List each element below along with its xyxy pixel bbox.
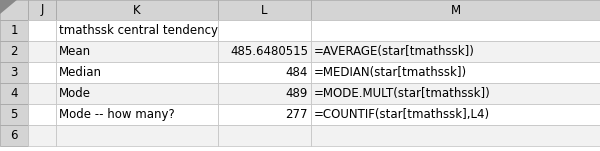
Bar (56, 20, 218, 41)
Text: Mode: Mode (59, 87, 91, 100)
Bar (311, 41, 600, 62)
Bar (0, 20, 28, 41)
Text: 6: 6 (10, 129, 18, 142)
Bar (28, 125, 56, 146)
Bar (56, 104, 218, 125)
Text: =MODE.MULT(star[tmathssk]): =MODE.MULT(star[tmathssk]) (314, 87, 491, 100)
Text: 3: 3 (10, 66, 17, 79)
Bar (311, 0, 600, 20)
Bar (311, 104, 600, 125)
Bar (311, 83, 600, 104)
Bar (28, 83, 56, 104)
Polygon shape (0, 0, 17, 14)
Bar (218, 0, 311, 20)
Text: 485.6480515: 485.6480515 (230, 45, 308, 58)
Text: tmathssk central tendency: tmathssk central tendency (59, 24, 218, 37)
Text: Mean: Mean (59, 45, 91, 58)
Bar (56, 41, 218, 62)
Bar (0, 0, 28, 20)
Bar (311, 125, 600, 146)
Bar (56, 125, 218, 146)
Text: 2: 2 (10, 45, 18, 58)
Bar (218, 104, 311, 125)
Text: 484: 484 (286, 66, 308, 79)
Text: =AVERAGE(star[tmathssk]): =AVERAGE(star[tmathssk]) (314, 45, 475, 58)
Bar (28, 62, 56, 83)
Text: M: M (451, 3, 461, 16)
Bar (28, 104, 56, 125)
Text: J: J (40, 3, 44, 16)
Bar (311, 62, 600, 83)
Text: =MEDIAN(star[tmathssk]): =MEDIAN(star[tmathssk]) (314, 66, 467, 79)
Bar (56, 62, 218, 83)
Text: 5: 5 (10, 108, 17, 121)
Text: L: L (261, 3, 268, 16)
Text: Mode -- how many?: Mode -- how many? (59, 108, 175, 121)
Bar (56, 0, 218, 20)
Bar (0, 41, 28, 62)
Text: 489: 489 (286, 87, 308, 100)
Bar (0, 83, 28, 104)
Bar (218, 41, 311, 62)
Bar (56, 83, 218, 104)
Bar (28, 41, 56, 62)
Bar (218, 83, 311, 104)
Bar (218, 125, 311, 146)
Bar (311, 20, 600, 41)
Bar (0, 62, 28, 83)
Bar (28, 20, 56, 41)
Bar (28, 0, 56, 20)
Text: 1: 1 (10, 24, 18, 37)
Bar (218, 20, 311, 41)
Text: 277: 277 (286, 108, 308, 121)
Bar (218, 62, 311, 83)
Bar (0, 125, 28, 146)
Text: K: K (133, 3, 141, 16)
Text: 4: 4 (10, 87, 18, 100)
Text: Median: Median (59, 66, 102, 79)
Text: =COUNTIF(star[tmathssk],L4): =COUNTIF(star[tmathssk],L4) (314, 108, 490, 121)
Bar (0, 104, 28, 125)
